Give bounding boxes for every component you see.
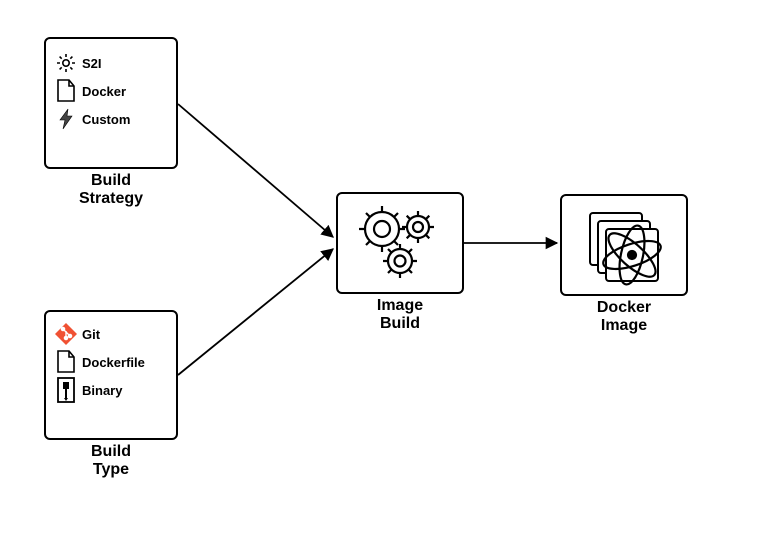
image-build-box: [336, 192, 464, 294]
type-item-binary: Binary: [54, 376, 168, 404]
type-dockerfile-label: Dockerfile: [82, 355, 145, 370]
type-item-git: Git: [54, 320, 168, 348]
lightning-icon: [54, 107, 78, 131]
build-type-box: Git Dockerfile Binary: [44, 310, 178, 440]
gear-icon: [54, 51, 78, 75]
git-icon: [54, 322, 78, 346]
edge-type-to-build: [178, 249, 333, 375]
build-strategy-label: Build Strategy: [64, 172, 158, 209]
build-strategy-box: S2I Docker Custom: [44, 37, 178, 169]
type-item-dockerfile: Dockerfile: [54, 348, 168, 376]
image-build-label: Image Build: [370, 297, 430, 334]
type-binary-label: Binary: [82, 383, 122, 398]
strategy-custom-label: Custom: [82, 112, 130, 127]
build-type-label: Build Type: [75, 443, 147, 480]
strategy-item-s2i: S2I: [54, 49, 168, 77]
edge-strategy-to-build: [178, 104, 333, 237]
docker-image-label: Docker Image: [591, 299, 657, 336]
strategy-item-custom: Custom: [54, 105, 168, 133]
strategy-docker-label: Docker: [82, 84, 126, 99]
docker-image-box: [560, 194, 688, 296]
document-icon: [54, 350, 78, 374]
gears-icon: [350, 201, 450, 285]
binary-icon: [54, 378, 78, 402]
docker-stack-icon: [578, 203, 670, 287]
document-icon: [54, 79, 78, 103]
strategy-s2i-label: S2I: [82, 56, 102, 71]
type-git-label: Git: [82, 327, 100, 342]
strategy-item-docker: Docker: [54, 77, 168, 105]
